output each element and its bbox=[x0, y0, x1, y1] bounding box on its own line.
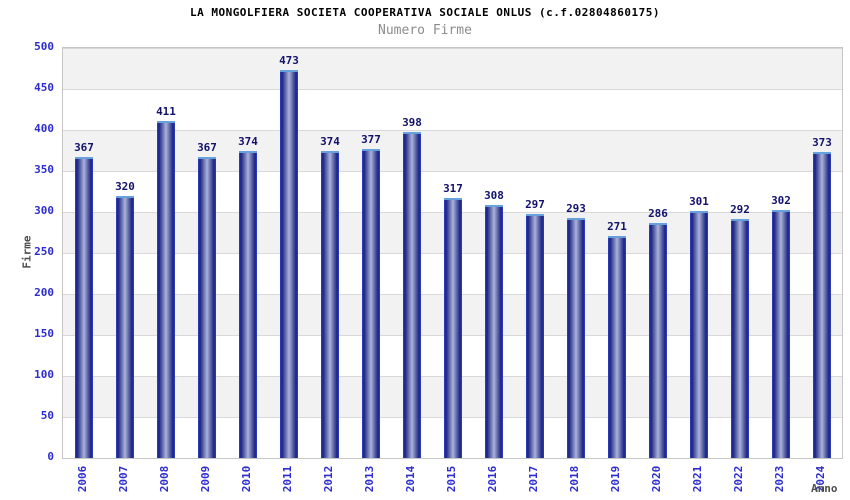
x-tick-label: 2023 bbox=[773, 465, 786, 493]
y-tick-label: 0 bbox=[47, 450, 54, 463]
bar bbox=[280, 70, 298, 458]
x-tick-label: 2016 bbox=[486, 465, 499, 493]
y-tick-label: 300 bbox=[34, 204, 54, 217]
y-tick-label: 200 bbox=[34, 286, 54, 299]
y-tick-label: 250 bbox=[34, 245, 54, 258]
bar bbox=[649, 223, 667, 458]
y-tick-label: 450 bbox=[34, 81, 54, 94]
bar-value-label: 411 bbox=[156, 105, 176, 118]
bar-value-label: 377 bbox=[361, 133, 381, 146]
y-tick-label: 350 bbox=[34, 163, 54, 176]
bar-value-label: 271 bbox=[607, 220, 627, 233]
chart-title: LA MONGOLFIERA SOCIETA COOPERATIVA SOCIA… bbox=[189, 6, 661, 19]
x-tick-label: 2014 bbox=[404, 465, 417, 493]
bar-value-label: 317 bbox=[443, 182, 463, 195]
bar bbox=[772, 210, 790, 458]
bar-value-label: 297 bbox=[525, 198, 545, 211]
bar bbox=[567, 218, 585, 458]
y-tick-label: 100 bbox=[34, 368, 54, 381]
x-tick-label: 2009 bbox=[199, 465, 212, 493]
bar bbox=[403, 132, 421, 458]
x-tick-label: 2021 bbox=[691, 465, 704, 493]
x-tick-label: 2013 bbox=[363, 465, 376, 493]
x-tick-label: 2010 bbox=[240, 465, 253, 493]
bar-value-label: 367 bbox=[74, 141, 94, 154]
x-tick-label: 2015 bbox=[445, 465, 458, 493]
bar bbox=[813, 152, 831, 458]
x-axis-title: Anno bbox=[811, 482, 838, 495]
bar bbox=[690, 211, 708, 458]
bar bbox=[362, 149, 380, 458]
x-tick-label: 2019 bbox=[609, 465, 622, 493]
bar bbox=[157, 121, 175, 458]
y-tick-label: 500 bbox=[34, 40, 54, 53]
x-tick-label: 2011 bbox=[281, 465, 294, 493]
x-tick-label: 2022 bbox=[732, 465, 745, 493]
bar-value-label: 286 bbox=[648, 207, 668, 220]
x-tick-label: 2007 bbox=[117, 465, 130, 493]
chart-subtitle: Numero Firme bbox=[378, 23, 472, 38]
bar-value-label: 292 bbox=[730, 203, 750, 216]
x-tick-label: 2017 bbox=[527, 465, 540, 493]
bar bbox=[608, 236, 626, 458]
bar bbox=[116, 196, 134, 458]
x-tick-label: 2012 bbox=[322, 465, 335, 493]
x-tick-label: 2006 bbox=[76, 465, 89, 493]
bar-value-label: 320 bbox=[115, 180, 135, 193]
bar-value-label: 302 bbox=[771, 194, 791, 207]
bar-value-label: 308 bbox=[484, 189, 504, 202]
bar-value-label: 301 bbox=[689, 195, 709, 208]
bar-value-label: 367 bbox=[197, 141, 217, 154]
x-tick-label: 2008 bbox=[158, 465, 171, 493]
bar-value-label: 398 bbox=[402, 116, 422, 129]
y-tick-label: 150 bbox=[34, 327, 54, 340]
bar bbox=[485, 205, 503, 458]
bar-value-label: 373 bbox=[812, 136, 832, 149]
x-tick-label: 2018 bbox=[568, 465, 581, 493]
y-tick-label: 50 bbox=[40, 409, 54, 422]
bar-value-label: 293 bbox=[566, 202, 586, 215]
bar-value-label: 374 bbox=[238, 135, 258, 148]
bar bbox=[321, 151, 339, 458]
bar bbox=[198, 157, 216, 458]
bar bbox=[444, 198, 462, 458]
bar bbox=[731, 219, 749, 458]
bar-value-label: 374 bbox=[320, 135, 340, 148]
bar bbox=[75, 157, 93, 458]
plot-area: 367 320 411 367 374 473 374 377 398 317 308 297 293 2… bbox=[62, 47, 843, 459]
bar bbox=[526, 214, 544, 458]
bar-value-label: 473 bbox=[279, 54, 299, 67]
x-tick-label: 2020 bbox=[650, 465, 663, 493]
y-tick-label: 400 bbox=[34, 122, 54, 135]
bar bbox=[239, 151, 257, 458]
